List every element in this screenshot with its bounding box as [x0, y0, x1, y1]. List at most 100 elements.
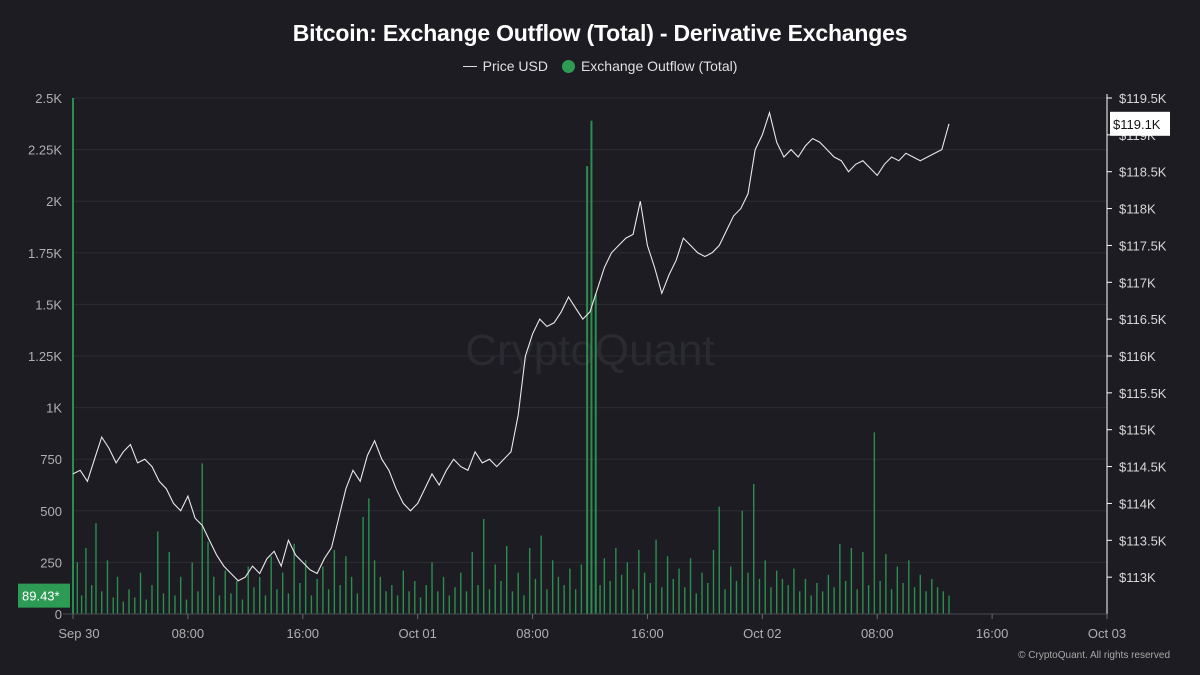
- outflow-bar: [191, 562, 193, 614]
- outflow-bar: [339, 585, 341, 614]
- outflow-bar: [488, 589, 491, 614]
- outflow-bar: [345, 556, 347, 614]
- outflow-bar: [758, 578, 761, 614]
- x-tick-label: Oct 01: [399, 626, 437, 641]
- outflow-bar: [333, 550, 336, 614]
- outflow-bar: [264, 595, 267, 614]
- outflow-bar: [615, 547, 617, 614]
- legend-item-outflow[interactable]: Exchange Outflow (Total): [561, 58, 737, 74]
- outflow-bar: [207, 541, 209, 614]
- outflow-bar: [724, 589, 726, 614]
- outflow-bar: [563, 585, 565, 614]
- outflow-bar: [620, 574, 623, 614]
- outflow-bar: [689, 558, 692, 614]
- outflow-bar: [356, 593, 359, 614]
- outflow-current-label: 89.43*: [22, 589, 60, 604]
- outflow-bar: [322, 566, 324, 614]
- outflow-bar: [649, 583, 652, 614]
- outflow-bar: [316, 578, 318, 614]
- outflow-bar: [419, 597, 422, 614]
- legend-label-price: Price USD: [482, 58, 548, 74]
- outflow-bar: [793, 568, 795, 614]
- outflow-bar: [327, 589, 330, 614]
- y-left-tick-label: 2.25K: [28, 143, 62, 158]
- outflow-bar: [712, 550, 715, 614]
- outflow-bar: [80, 595, 83, 614]
- outflow-bar: [506, 545, 508, 614]
- outflow-bar: [540, 535, 542, 614]
- outflow-bar: [213, 576, 215, 614]
- y-right-tick-label: $116.5K: [1119, 312, 1167, 327]
- outflow-bar: [134, 597, 136, 614]
- outflow-bar: [247, 566, 249, 614]
- outflow-bar: [942, 591, 944, 614]
- y-left-tick-label: 500: [40, 504, 62, 519]
- outflow-bar: [798, 591, 801, 614]
- legend-item-price[interactable]: Price USD: [462, 58, 548, 74]
- outflow-bar: [695, 593, 697, 614]
- outflow-bar: [787, 585, 789, 614]
- outflow-bar: [707, 583, 709, 614]
- x-tick-label: Sep 30: [58, 626, 99, 641]
- y-left-tick-label: 1.5K: [35, 297, 62, 312]
- outflow-bar: [948, 595, 950, 614]
- y-left-tick-label: 750: [40, 452, 62, 467]
- outflow-bar: [85, 547, 87, 614]
- outflow-bar: [230, 593, 232, 614]
- price-line: [72, 110, 950, 582]
- outflow-bar: [873, 432, 876, 614]
- outflow-bar: [253, 587, 255, 614]
- outflow-bar: [551, 560, 554, 614]
- outflow-bar: [603, 558, 606, 614]
- outflow-bar: [867, 585, 870, 614]
- x-tick-label: 08:00: [172, 626, 205, 641]
- outflow-bar: [511, 591, 514, 614]
- outflow-bar: [258, 576, 261, 614]
- outflow-bar: [106, 560, 109, 614]
- outflow-bar: [72, 98, 74, 614]
- outflow-bar: [500, 580, 502, 614]
- x-tick-label: 08:00: [516, 626, 549, 641]
- y-left-tick-label: 250: [40, 555, 62, 570]
- outflow-bar: [174, 595, 176, 614]
- outflow-bar: [362, 516, 364, 614]
- outflow-bar: [162, 593, 165, 614]
- outflow-bar: [753, 483, 755, 614]
- y-right-tick-label: $117.5K: [1119, 238, 1167, 253]
- outflow-bar: [586, 166, 589, 614]
- outflow-bar: [95, 523, 97, 614]
- outflow-bar: [913, 587, 916, 614]
- y-right-tick-label: $113K: [1119, 570, 1156, 585]
- y-left-tick-label: 0: [55, 607, 62, 622]
- outflow-bar: [735, 580, 738, 614]
- x-tick-label: Oct 02: [743, 626, 781, 641]
- y-left-tick-label: 2K: [46, 194, 62, 209]
- outflow-bar: [643, 572, 646, 614]
- y-right-tick-label: $116K: [1119, 349, 1156, 364]
- outflow-bar: [442, 576, 445, 614]
- outflow-bar: [594, 294, 597, 614]
- outflow-bar: [201, 463, 203, 614]
- outflow-bar: [741, 510, 743, 614]
- outflow-bar: [678, 568, 680, 614]
- axes: [63, 94, 1108, 615]
- outflow-bar: [666, 556, 669, 614]
- outflow-bar: [816, 583, 818, 614]
- outflow-bar: [276, 589, 278, 614]
- y-right-tick-label: $115.5K: [1119, 386, 1167, 401]
- outflow-bar: [168, 552, 170, 614]
- y-left-tick-label: 1K: [46, 401, 62, 416]
- y-right-tick-label: $117K: [1119, 275, 1156, 290]
- outflow-bar: [856, 589, 858, 614]
- x-axis: Sep 30 08:00 16:00 Oct 01 08:00 16:00 Oct 02 08…: [58, 614, 1126, 641]
- outflow-bar: [890, 589, 893, 614]
- outflow-bar: [379, 576, 382, 614]
- price-current-label: $119.1K: [1113, 117, 1161, 132]
- y-left-tick-label: 1.25K: [28, 349, 62, 364]
- outflow-bar: [879, 580, 881, 614]
- outflow-bar: [112, 597, 114, 614]
- outflow-bar: [128, 589, 130, 614]
- outflow-bar: [310, 595, 313, 614]
- outflow-bar: [885, 554, 887, 614]
- outflow-bar: [850, 547, 853, 614]
